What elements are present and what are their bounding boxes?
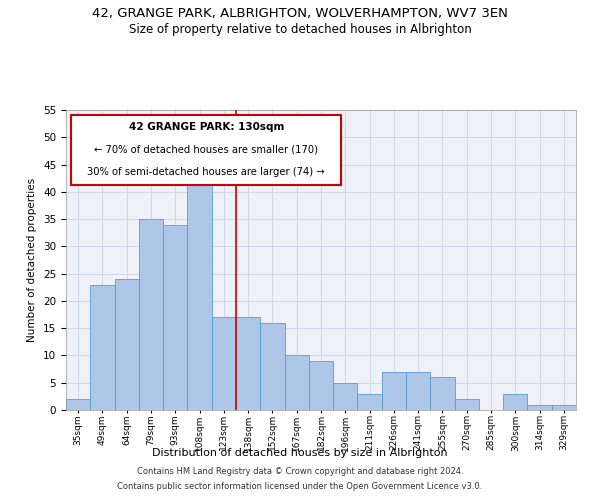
Bar (358, 394, 382, 410)
Bar (527, 404, 552, 410)
Bar (430, 378, 455, 410)
Text: Contains public sector information licensed under the Open Government Licence v3: Contains public sector information licen… (118, 482, 482, 491)
Text: ← 70% of detached houses are smaller (170): ← 70% of detached houses are smaller (17… (94, 144, 318, 154)
Bar (66, 399, 90, 410)
Text: 30% of semi-detached houses are larger (74) →: 30% of semi-detached houses are larger (… (88, 167, 325, 177)
Bar (455, 399, 479, 410)
Bar (552, 404, 576, 410)
Bar (284, 356, 309, 410)
Bar (163, 224, 187, 410)
Bar (90, 284, 115, 410)
Bar (260, 322, 284, 410)
Bar (503, 394, 527, 410)
Text: Distribution of detached houses by size in Albrighton: Distribution of detached houses by size … (152, 448, 448, 458)
Bar (236, 318, 260, 410)
Bar (187, 159, 212, 410)
FancyBboxPatch shape (71, 114, 341, 185)
Text: Size of property relative to detached houses in Albrighton: Size of property relative to detached ho… (128, 22, 472, 36)
Text: Contains HM Land Registry data © Crown copyright and database right 2024.: Contains HM Land Registry data © Crown c… (137, 467, 463, 476)
Y-axis label: Number of detached properties: Number of detached properties (28, 178, 37, 342)
Text: 42 GRANGE PARK: 130sqm: 42 GRANGE PARK: 130sqm (128, 122, 284, 132)
Bar (139, 219, 163, 410)
Bar (333, 382, 358, 410)
Bar (115, 279, 139, 410)
Bar (382, 372, 406, 410)
Bar (309, 361, 333, 410)
Text: 42, GRANGE PARK, ALBRIGHTON, WOLVERHAMPTON, WV7 3EN: 42, GRANGE PARK, ALBRIGHTON, WOLVERHAMPT… (92, 8, 508, 20)
Bar (406, 372, 430, 410)
Bar (212, 318, 236, 410)
